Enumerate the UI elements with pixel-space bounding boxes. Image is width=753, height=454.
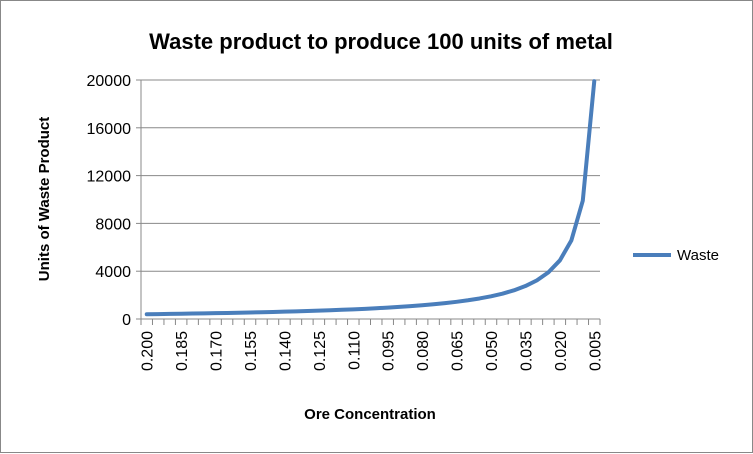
x-tick-label: 0.050 bbox=[484, 331, 501, 371]
x-tick-label: 0.065 bbox=[450, 331, 467, 371]
y-tick-label: 12000 bbox=[87, 169, 132, 186]
x-tick-label: 0.155 bbox=[243, 331, 260, 371]
y-tick-label: 4000 bbox=[95, 264, 131, 281]
chart-title: Waste product to produce 100 units of me… bbox=[149, 29, 613, 54]
x-tick-label: 0.185 bbox=[174, 331, 191, 371]
x-tick-label: 0.035 bbox=[518, 331, 535, 371]
x-tick-label: 0.200 bbox=[140, 331, 157, 371]
x-tick-label: 0.080 bbox=[415, 331, 432, 371]
legend: Waste bbox=[633, 247, 719, 264]
x-tick-label: 0.005 bbox=[587, 331, 604, 371]
x-tick-label: 0.170 bbox=[209, 331, 226, 371]
y-tick-label: 16000 bbox=[87, 121, 132, 138]
y-tick-label: 0 bbox=[122, 312, 131, 329]
x-axis-label: Ore Concentration bbox=[304, 406, 436, 423]
y-axis-label: Units of Waste Product bbox=[36, 117, 53, 281]
x-tick-label: 0.125 bbox=[312, 331, 329, 371]
legend-label-waste: Waste bbox=[677, 247, 719, 264]
x-tick-label: 0.095 bbox=[381, 331, 398, 371]
y-tick-label: 8000 bbox=[95, 216, 131, 233]
y-tick-label: 20000 bbox=[87, 73, 132, 90]
x-tick-label: 0.140 bbox=[277, 331, 294, 371]
x-tick-label: 0.020 bbox=[553, 331, 570, 371]
series-line-waste bbox=[147, 81, 595, 314]
x-tick-label: 0.110 bbox=[346, 331, 363, 370]
